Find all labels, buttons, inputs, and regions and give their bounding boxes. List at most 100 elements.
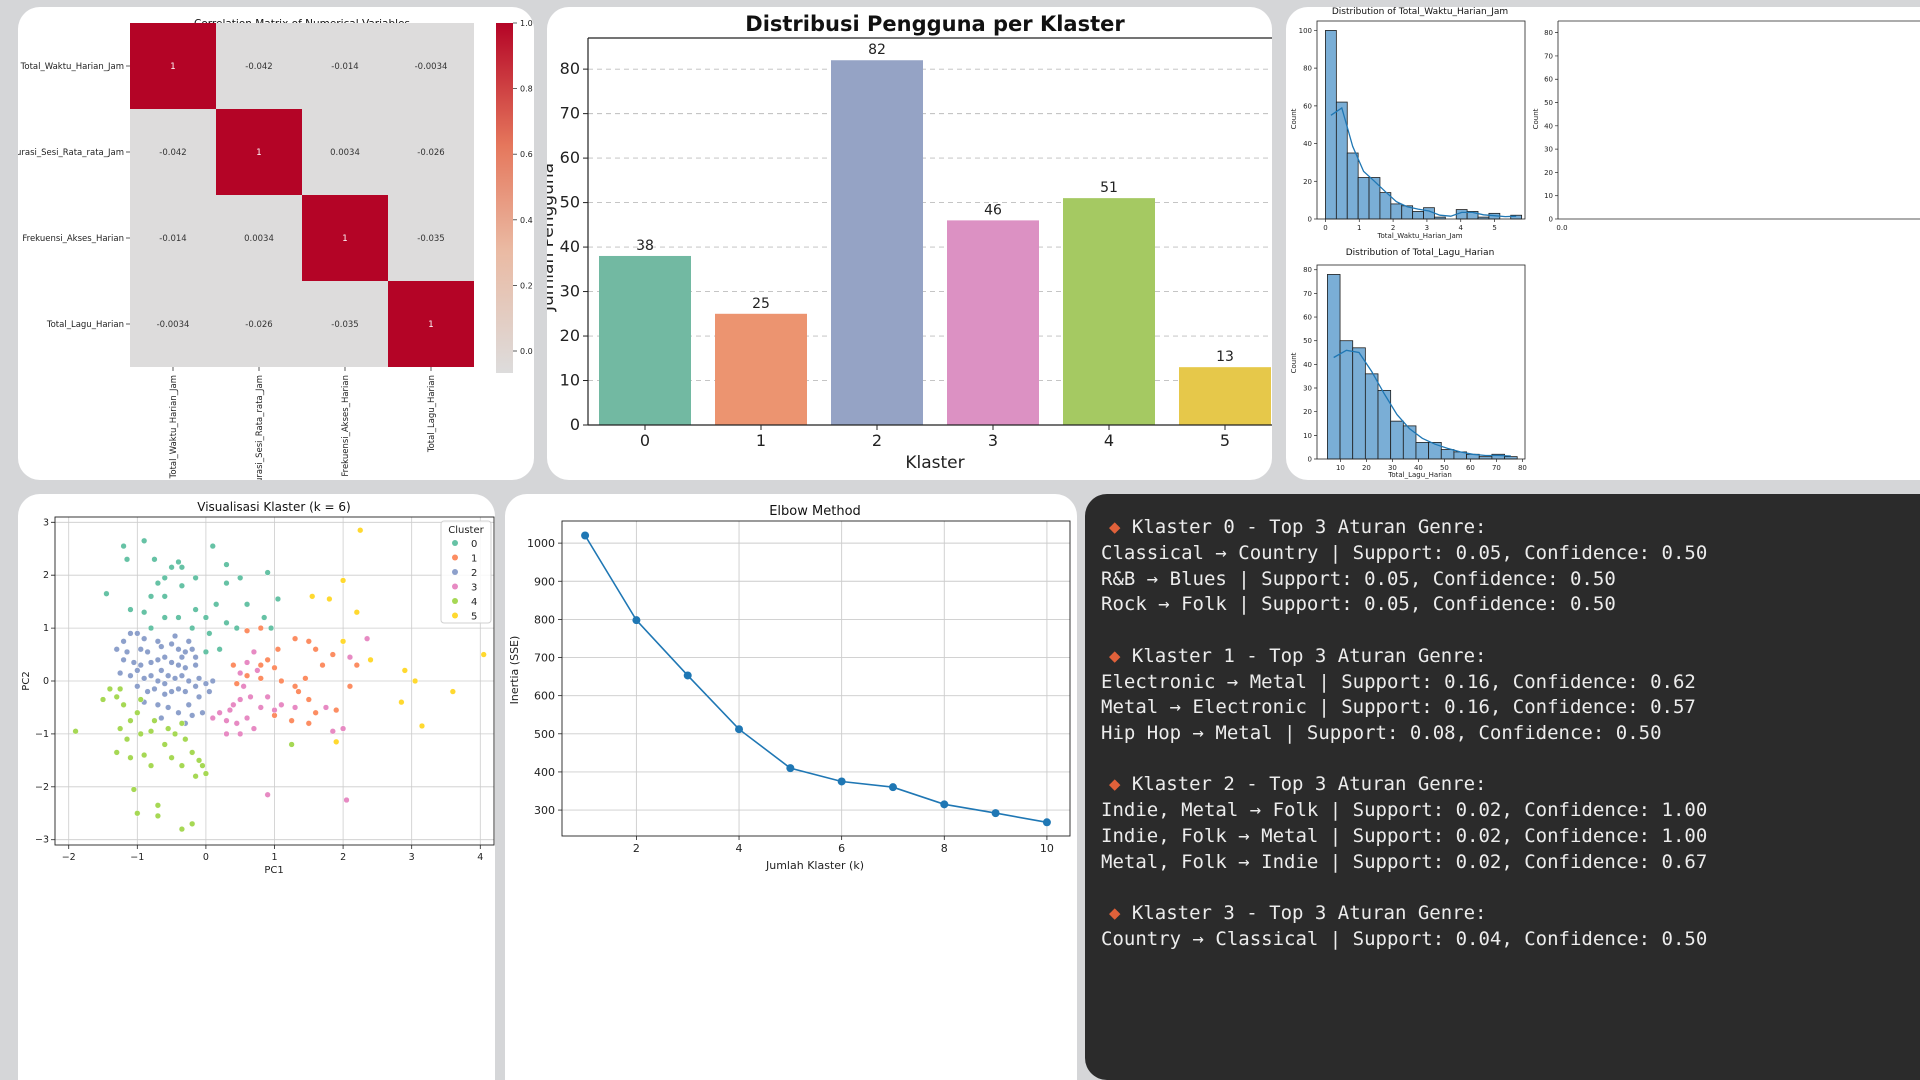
hist2-y-tick-label: 60 bbox=[1303, 314, 1312, 322]
scatter-point-cluster-1 bbox=[302, 675, 309, 682]
scatter-point-cluster-2 bbox=[185, 677, 192, 685]
scatter-legend-label: 1 bbox=[471, 554, 477, 565]
heatmap-cell-value: -0.026 bbox=[417, 148, 444, 158]
heatmap-cell-value: 1 bbox=[170, 62, 175, 72]
hist2-bin bbox=[1364, 373, 1379, 460]
distribution-histograms: Distribution of Total_Waktu_Harian_Jam 0… bbox=[1290, 7, 1920, 479]
rules-cluster-header: ◆ Klaster 2 - Top 3 Aturan Genre: bbox=[1109, 773, 1487, 795]
scatter-point-cluster-0 bbox=[168, 564, 175, 571]
rules-cluster-header: ◆ Klaster 0 - Top 3 Aturan Genre: bbox=[1109, 516, 1487, 538]
heatmap-row-label: Durasi_Sesi_Rata_rata_Jam bbox=[18, 148, 124, 158]
scatter-point-cluster-2 bbox=[192, 683, 199, 690]
correlation-heatmap: Correlation Matrix of Numerical Variable… bbox=[18, 18, 533, 480]
scatter-point-cluster-1 bbox=[271, 712, 278, 719]
scatter-x-tick-label: −1 bbox=[130, 852, 144, 863]
scatter-point-cluster-2 bbox=[134, 683, 141, 690]
elbow-card: Elbow Method 2 4 6 8 10 300 400 500 600 700 800 900… bbox=[505, 494, 1077, 1080]
colorbar-tick-label: 0.0 bbox=[520, 347, 533, 356]
hist2-y-tick-label: 20 bbox=[1303, 408, 1312, 416]
elbow-title: Elbow Method bbox=[769, 504, 861, 519]
scatter-point-cluster-2 bbox=[202, 680, 210, 687]
scatter-point-cluster-3 bbox=[237, 669, 244, 677]
elbow-method-chart: Elbow Method 2 4 6 8 10 300 400 500 600 700 800 900… bbox=[508, 504, 1071, 872]
bar-value-label: 46 bbox=[984, 202, 1002, 218]
scatter-point-cluster-0 bbox=[175, 558, 182, 566]
scatter-point-cluster-0 bbox=[237, 574, 244, 581]
rules-line: R&B → Blues | Support: 0.05, Confidence:… bbox=[1101, 568, 1616, 590]
scatter-point-cluster-3 bbox=[230, 701, 237, 708]
scatter-point-cluster-3 bbox=[271, 706, 278, 714]
scatter-point-cluster-2 bbox=[192, 654, 199, 661]
scatter-legend-marker bbox=[452, 612, 458, 619]
scatter-x-tick-label: 1 bbox=[271, 852, 277, 863]
bar-value-label: 13 bbox=[1216, 349, 1234, 365]
scatter-point-cluster-3 bbox=[250, 725, 258, 732]
scatter-point-cluster-1 bbox=[257, 661, 264, 669]
scatter-x-tick-label: −2 bbox=[62, 852, 76, 863]
scatter-point-cluster-2 bbox=[141, 675, 148, 682]
scatter-point-cluster-5 bbox=[418, 722, 426, 730]
scatter-point-cluster-4 bbox=[195, 757, 203, 764]
scatter-point-cluster-4 bbox=[165, 725, 172, 732]
rules-cluster-header: ◆ Klaster 1 - Top 3 Aturan Genre: bbox=[1109, 645, 1487, 667]
scatter-point-cluster-4 bbox=[72, 728, 79, 735]
bar-chart-card: Distribusi Pengguna per Klaster 38 25 82 46… bbox=[547, 7, 1272, 480]
rules-line: Hip Hop → Metal | Support: 0.08, Confide… bbox=[1101, 722, 1662, 744]
elbow-series-line bbox=[584, 535, 1048, 824]
scatter-point-cluster-4 bbox=[120, 701, 127, 708]
rules-line: Rock → Folk | Support: 0.05, Confidence:… bbox=[1101, 593, 1616, 615]
scatter-point-cluster-2 bbox=[161, 654, 168, 661]
scatter-point-cluster-4 bbox=[178, 825, 186, 833]
scatter-point-cluster-4 bbox=[189, 749, 196, 756]
scatter-point-cluster-0 bbox=[141, 537, 148, 544]
scatter-legend-marker bbox=[452, 598, 458, 604]
scatter-point-cluster-2 bbox=[134, 630, 141, 637]
rules-cluster-header: ◆ Klaster 3 - Top 3 Aturan Genre: bbox=[1109, 902, 1487, 924]
bar-value-label: 82 bbox=[868, 42, 886, 58]
elbow-point bbox=[786, 764, 795, 773]
elbow-point bbox=[837, 777, 846, 786]
hist2-x-tick-label: 80 bbox=[1518, 464, 1527, 472]
scatter-point-cluster-4 bbox=[113, 693, 120, 701]
heatmap-cell bbox=[130, 281, 216, 367]
scatter-point-cluster-1 bbox=[291, 683, 299, 690]
scatter-point-cluster-3 bbox=[363, 635, 371, 642]
scatter-point-cluster-3 bbox=[264, 693, 271, 701]
scatter-x-tick-label: 3 bbox=[409, 852, 415, 863]
hist1b-y-tick-label: 40 bbox=[1544, 122, 1553, 130]
scatter-point-cluster-2 bbox=[185, 701, 192, 708]
rules-line-text: Metal → Electronic | Support: 0.16, Conf… bbox=[1101, 696, 1696, 719]
heatmap-cell bbox=[388, 281, 474, 367]
scatter-point-cluster-2 bbox=[182, 648, 189, 656]
heatmap-cell-value: -0.026 bbox=[245, 320, 272, 330]
rules-line-text: Country → Classical | Support: 0.04, Con… bbox=[1101, 927, 1708, 950]
hist2-frame bbox=[1316, 264, 1526, 460]
scatter-point-cluster-4 bbox=[113, 749, 120, 756]
scatter-point-cluster-0 bbox=[103, 590, 110, 597]
scatter-point-cluster-2 bbox=[141, 635, 148, 642]
rules-line-text: R&B → Blues | Support: 0.05, Confidence:… bbox=[1101, 567, 1616, 590]
heatmap-cell-value: -0.014 bbox=[331, 62, 358, 72]
scatter-point-cluster-4 bbox=[178, 762, 186, 769]
scatter-point-cluster-0 bbox=[243, 601, 251, 608]
scatter-point-cluster-2 bbox=[134, 667, 141, 674]
scatter-legend-marker bbox=[452, 583, 458, 590]
scatter-point-cluster-0 bbox=[161, 614, 168, 621]
elbow-y-tick-label: 1000 bbox=[527, 537, 555, 550]
scatter-point-cluster-3 bbox=[243, 659, 251, 666]
heatmap-cell-value: -0.035 bbox=[417, 234, 444, 244]
elbow-point bbox=[683, 671, 692, 680]
hist1-x-tick-label: 2 bbox=[1391, 224, 1395, 232]
colorbar-tick-label: 0.6 bbox=[520, 150, 533, 159]
bar-x-tick-label: 2 bbox=[872, 431, 882, 450]
elbow-point bbox=[632, 616, 641, 625]
bar-y-tick-label: 50 bbox=[560, 193, 580, 212]
heatmap-cell-value: 0.0034 bbox=[244, 234, 274, 244]
hist2-bin bbox=[1415, 442, 1430, 460]
hist2-bin bbox=[1428, 442, 1442, 460]
scatter-point-cluster-2 bbox=[195, 675, 203, 682]
scatter-legend-marker bbox=[452, 540, 458, 546]
scatter-point-cluster-1 bbox=[333, 706, 340, 714]
scatter-point-cluster-4 bbox=[123, 736, 131, 743]
scatter-point-cluster-4 bbox=[182, 736, 189, 743]
